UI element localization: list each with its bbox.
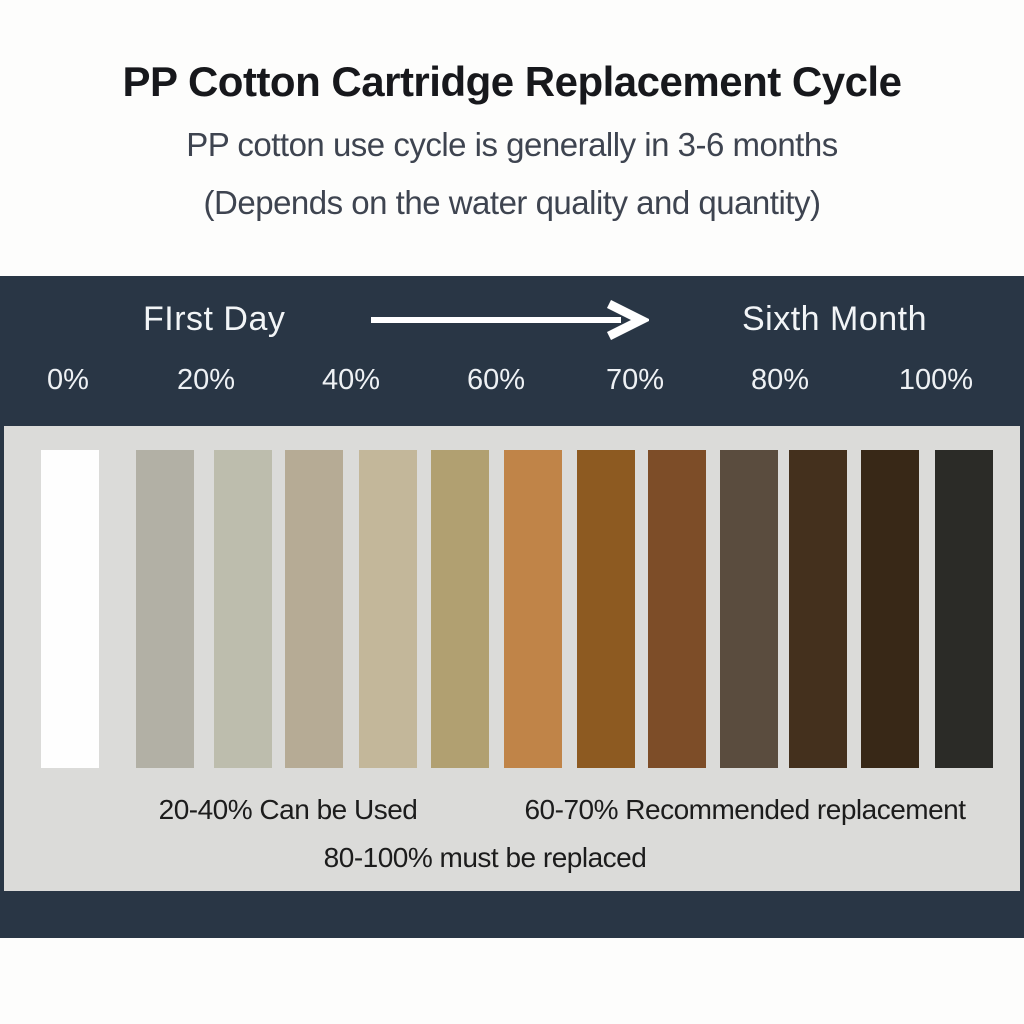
percent-label: 60% — [466, 364, 526, 396]
color-swatch — [789, 450, 847, 768]
right-arrow-icon — [369, 299, 652, 341]
percent-label: 0% — [47, 364, 89, 396]
color-swatch — [214, 450, 272, 768]
color-swatch — [41, 450, 99, 768]
subtitle-line-2: (Depends on the water quality and quanti… — [203, 184, 821, 221]
percent-label: 70% — [605, 364, 665, 396]
percent-label: 40% — [321, 364, 381, 396]
percent-label: 20% — [176, 364, 236, 396]
timeline-band: FIrst Day Sixth Month 0% 20% 40% 60% 70% 80% 1… — [0, 276, 1024, 938]
color-swatch — [359, 450, 417, 768]
timeline-start-label: FIrst Day — [143, 300, 286, 338]
color-swatch — [136, 450, 194, 768]
color-swatch — [431, 450, 489, 768]
timeline-end-label: Sixth Month — [742, 300, 928, 338]
percent-scale: 0% 20% 40% 60% 70% 80% 100% — [0, 276, 1024, 426]
color-swatch — [285, 450, 343, 768]
percent-label: 100% — [898, 364, 974, 396]
usage-note-can-be-used: 20-40% Can be Used — [158, 794, 418, 825]
percent-label: 80% — [750, 364, 810, 396]
usage-note-must-replace: 80-100% must be replaced — [323, 842, 647, 873]
timeline-header: FIrst Day Sixth Month 0% 20% 40% 60% 70% 80% 1… — [0, 276, 1024, 426]
color-swatch — [935, 450, 993, 768]
subtitle-line-1: PP cotton use cycle is generally in 3-6 … — [186, 126, 838, 163]
usage-note-recommended: 60-70% Recommended replacement — [524, 794, 966, 825]
color-swatch — [720, 450, 778, 768]
color-swatch — [577, 450, 635, 768]
swatch-panel: 20-40% Can be Used 60-70% Recommended re… — [4, 426, 1020, 891]
color-swatch — [861, 450, 919, 768]
page-title: PP Cotton Cartridge Replacement Cycle — [122, 58, 902, 105]
color-swatch — [504, 450, 562, 768]
color-swatch — [648, 450, 706, 768]
